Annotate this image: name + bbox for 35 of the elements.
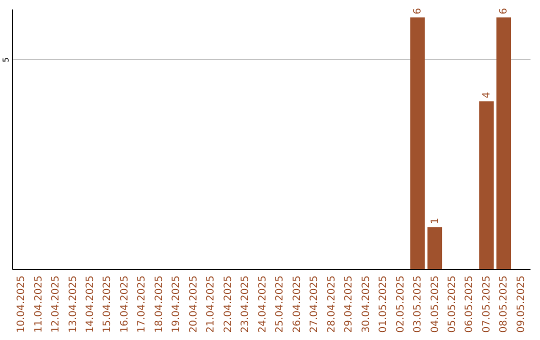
x-tick-label: 30.04.2025 [360,276,372,333]
data-label: 6 [412,8,424,14]
x-tick-label: 08.05.2025 [498,276,510,333]
x-tick-label: 05.05.2025 [447,276,458,333]
x-tick-label: 27.04.2025 [309,276,320,333]
y-tick-label: 5 [2,57,10,62]
data-label: 1 [430,218,441,224]
x-tick-label: 09.05.2025 [516,276,527,333]
x-tick-label: 18.04.2025 [154,276,165,333]
x-tick-label: 10.04.2025 [16,276,28,333]
x-tick-label: 13.04.2025 [68,276,79,333]
x-tick-label: 22.04.2025 [222,276,234,333]
x-tick-label: 16.04.2025 [119,276,130,333]
x-tick-label: 20.04.2025 [188,276,200,333]
x-tick-label: 04.05.2025 [430,276,441,333]
x-tick-label: 12.04.2025 [50,276,62,333]
x-tick-label: 28.04.2025 [326,276,338,333]
x-tick-label: 03.05.2025 [412,276,424,333]
x-tick-label: 01.05.2025 [378,276,390,333]
x-tick-label: 19.04.2025 [171,276,182,333]
x-tick-label: 23.04.2025 [240,276,252,333]
x-tick-label: 15.04.2025 [102,276,114,333]
x-tick-label: 07.05.2025 [481,276,492,333]
x-tick-label: 17.04.2025 [136,276,148,333]
data-label: 4 [481,92,492,98]
x-tick-label: 11.04.2025 [33,276,44,333]
x-tick-label: 24.04.2025 [257,276,268,333]
x-tick-label: 06.05.2025 [464,276,476,333]
x-tick-label: 21.04.2025 [206,276,217,333]
data-label: 6 [498,8,510,14]
x-tick-label: 14.04.2025 [85,276,96,333]
x-tick-label: 26.04.2025 [292,276,303,333]
x-tick-label: 29.04.2025 [344,276,355,333]
x-tick-label: 25.04.2025 [274,276,286,333]
x-tick-label: 02.05.2025 [395,276,406,333]
